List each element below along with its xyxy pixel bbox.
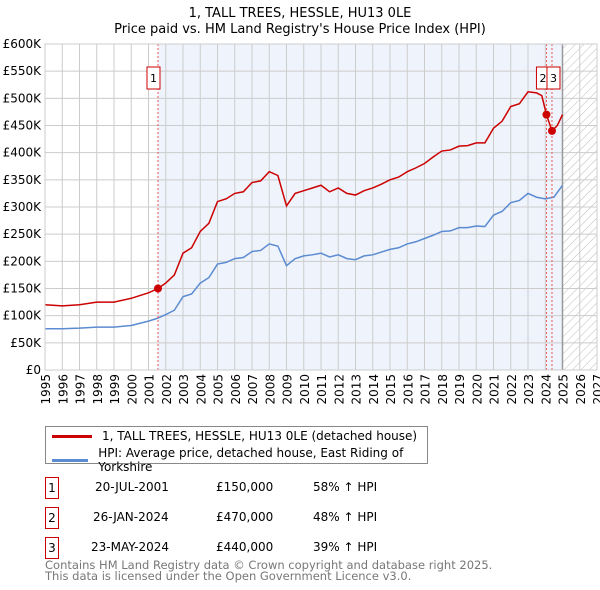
sale-label-box [146,66,161,90]
x-tick-label: 2000 [125,374,139,405]
x-tick-label: 2008 [263,374,277,405]
x-tick-label: 2006 [229,374,243,405]
footer: Contains HM Land Registry data © Crown c… [45,558,493,583]
y-tick-label: £500K [3,91,43,105]
sale-label-box [546,66,561,90]
footer-line-1: Contains HM Land Registry data © Crown c… [45,558,493,572]
legend-item-property: 1, TALL TREES, HESSLE, HU13 0LE (detache… [52,429,417,443]
sale-hpi: 48% ↑ HPI [313,510,378,524]
legend-swatch-red [52,434,92,438]
x-tick-label: 2023 [522,374,536,405]
x-tick-label: 2021 [488,374,502,405]
x-tick-label: 2004 [194,374,208,405]
sale-marker [153,284,162,293]
x-tick-label: 1996 [56,374,70,405]
footer-line-2: This data is licensed under the Open Gov… [45,569,412,583]
x-tick-label: 2009 [281,374,295,405]
x-tick-label: 1997 [74,374,88,405]
sale-marker [542,110,551,119]
sale-number: 3 [45,537,59,559]
y-tick-label: £150K [3,282,43,296]
x-tick-label: 2005 [212,374,226,405]
sale-label: 3 [550,72,557,85]
x-tick-label: 2013 [350,374,364,405]
y-tick-label: £400K [3,146,43,160]
y-tick-label: £350K [3,173,43,187]
legend-label: HPI: Average price, detached house, East… [98,446,404,474]
sale-number: 1 [45,477,59,499]
x-tick-label: 2002 [160,374,174,405]
x-tick-label: 2007 [246,374,260,405]
x-tick-label: 2015 [384,374,398,405]
series-line [45,184,564,330]
sale-date: 23-MAY-2024 [91,540,170,554]
x-tick-label: 1995 [39,374,53,405]
x-tick-label: 2010 [298,374,312,405]
sale-row: 2 26-JAN-2024 £470,000 48% ↑ HPI [45,507,445,529]
x-tick-label: 2020 [470,374,484,405]
sale-marker [547,126,556,135]
sale-hpi: 39% ↑ HPI [313,540,378,554]
y-tick-label: £550K [3,64,43,78]
plot-border [44,43,598,371]
x-tick-label: 2017 [419,374,433,405]
sale-row: 1 20-JUL-2001 £150,000 58% ↑ HPI [45,477,445,499]
y-tick-label: £0 [26,363,41,377]
price-chart: 1, TALL TREES, HESSLE, HU13 0LE Price pa… [3,6,600,405]
x-tick-label: 2014 [367,374,381,405]
legend: 1, TALL TREES, HESSLE, HU13 0LE (detache… [45,426,428,474]
sale-hpi: 58% ↑ HPI [313,480,378,494]
y-tick-label: £450K [3,119,43,133]
sale-date: 20-JUL-2001 [95,480,169,494]
series-line [44,91,564,307]
legend-item-hpi: HPI: Average price, detached house, East… [52,446,427,474]
sale-price: £150,000 [216,480,274,494]
x-tick-label: 2018 [436,374,450,405]
y-tick-label: £50K [10,336,42,350]
sale-price: £440,000 [216,540,274,554]
y-tick-label: £200K [3,254,43,268]
x-tick-label: 2022 [505,374,519,405]
chart-title: 1, TALL TREES, HESSLE, HU13 0LE [189,6,412,21]
x-tick-label: 2003 [177,374,191,405]
sale-row: 3 23-MAY-2024 £440,000 39% ↑ HPI [45,537,445,559]
sale-price: £470,000 [216,510,274,524]
y-tick-label: £300K [3,200,43,214]
sale-label: 2 [539,72,546,85]
x-tick-label: 2016 [401,374,415,405]
x-tick-label: 2001 [143,374,157,405]
y-tick-label: £600K [3,37,43,51]
sale-date: 26-JAN-2024 [93,510,169,524]
x-tick-label: 2025 [557,374,571,405]
x-tick-label: 2012 [332,374,346,405]
sale-label: 1 [150,72,157,85]
legend-swatch-blue [52,458,89,462]
x-tick-label: 2011 [315,374,329,405]
y-tick-label: £100K [3,309,43,323]
x-tick-label: 2019 [453,374,467,405]
chart-subtitle: Price paid vs. HM Land Registry's House … [114,22,486,37]
y-tick-label: £250K [3,227,43,241]
legend-label: 1, TALL TREES, HESSLE, HU13 0LE (detache… [102,429,418,443]
sale-number: 2 [45,507,59,529]
x-tick-label: 2024 [539,374,553,405]
x-tick-label: 1999 [108,374,122,405]
x-tick-label: 1998 [91,374,105,405]
x-tick-label: 2027 [591,374,600,405]
x-tick-label: 2026 [574,374,588,405]
